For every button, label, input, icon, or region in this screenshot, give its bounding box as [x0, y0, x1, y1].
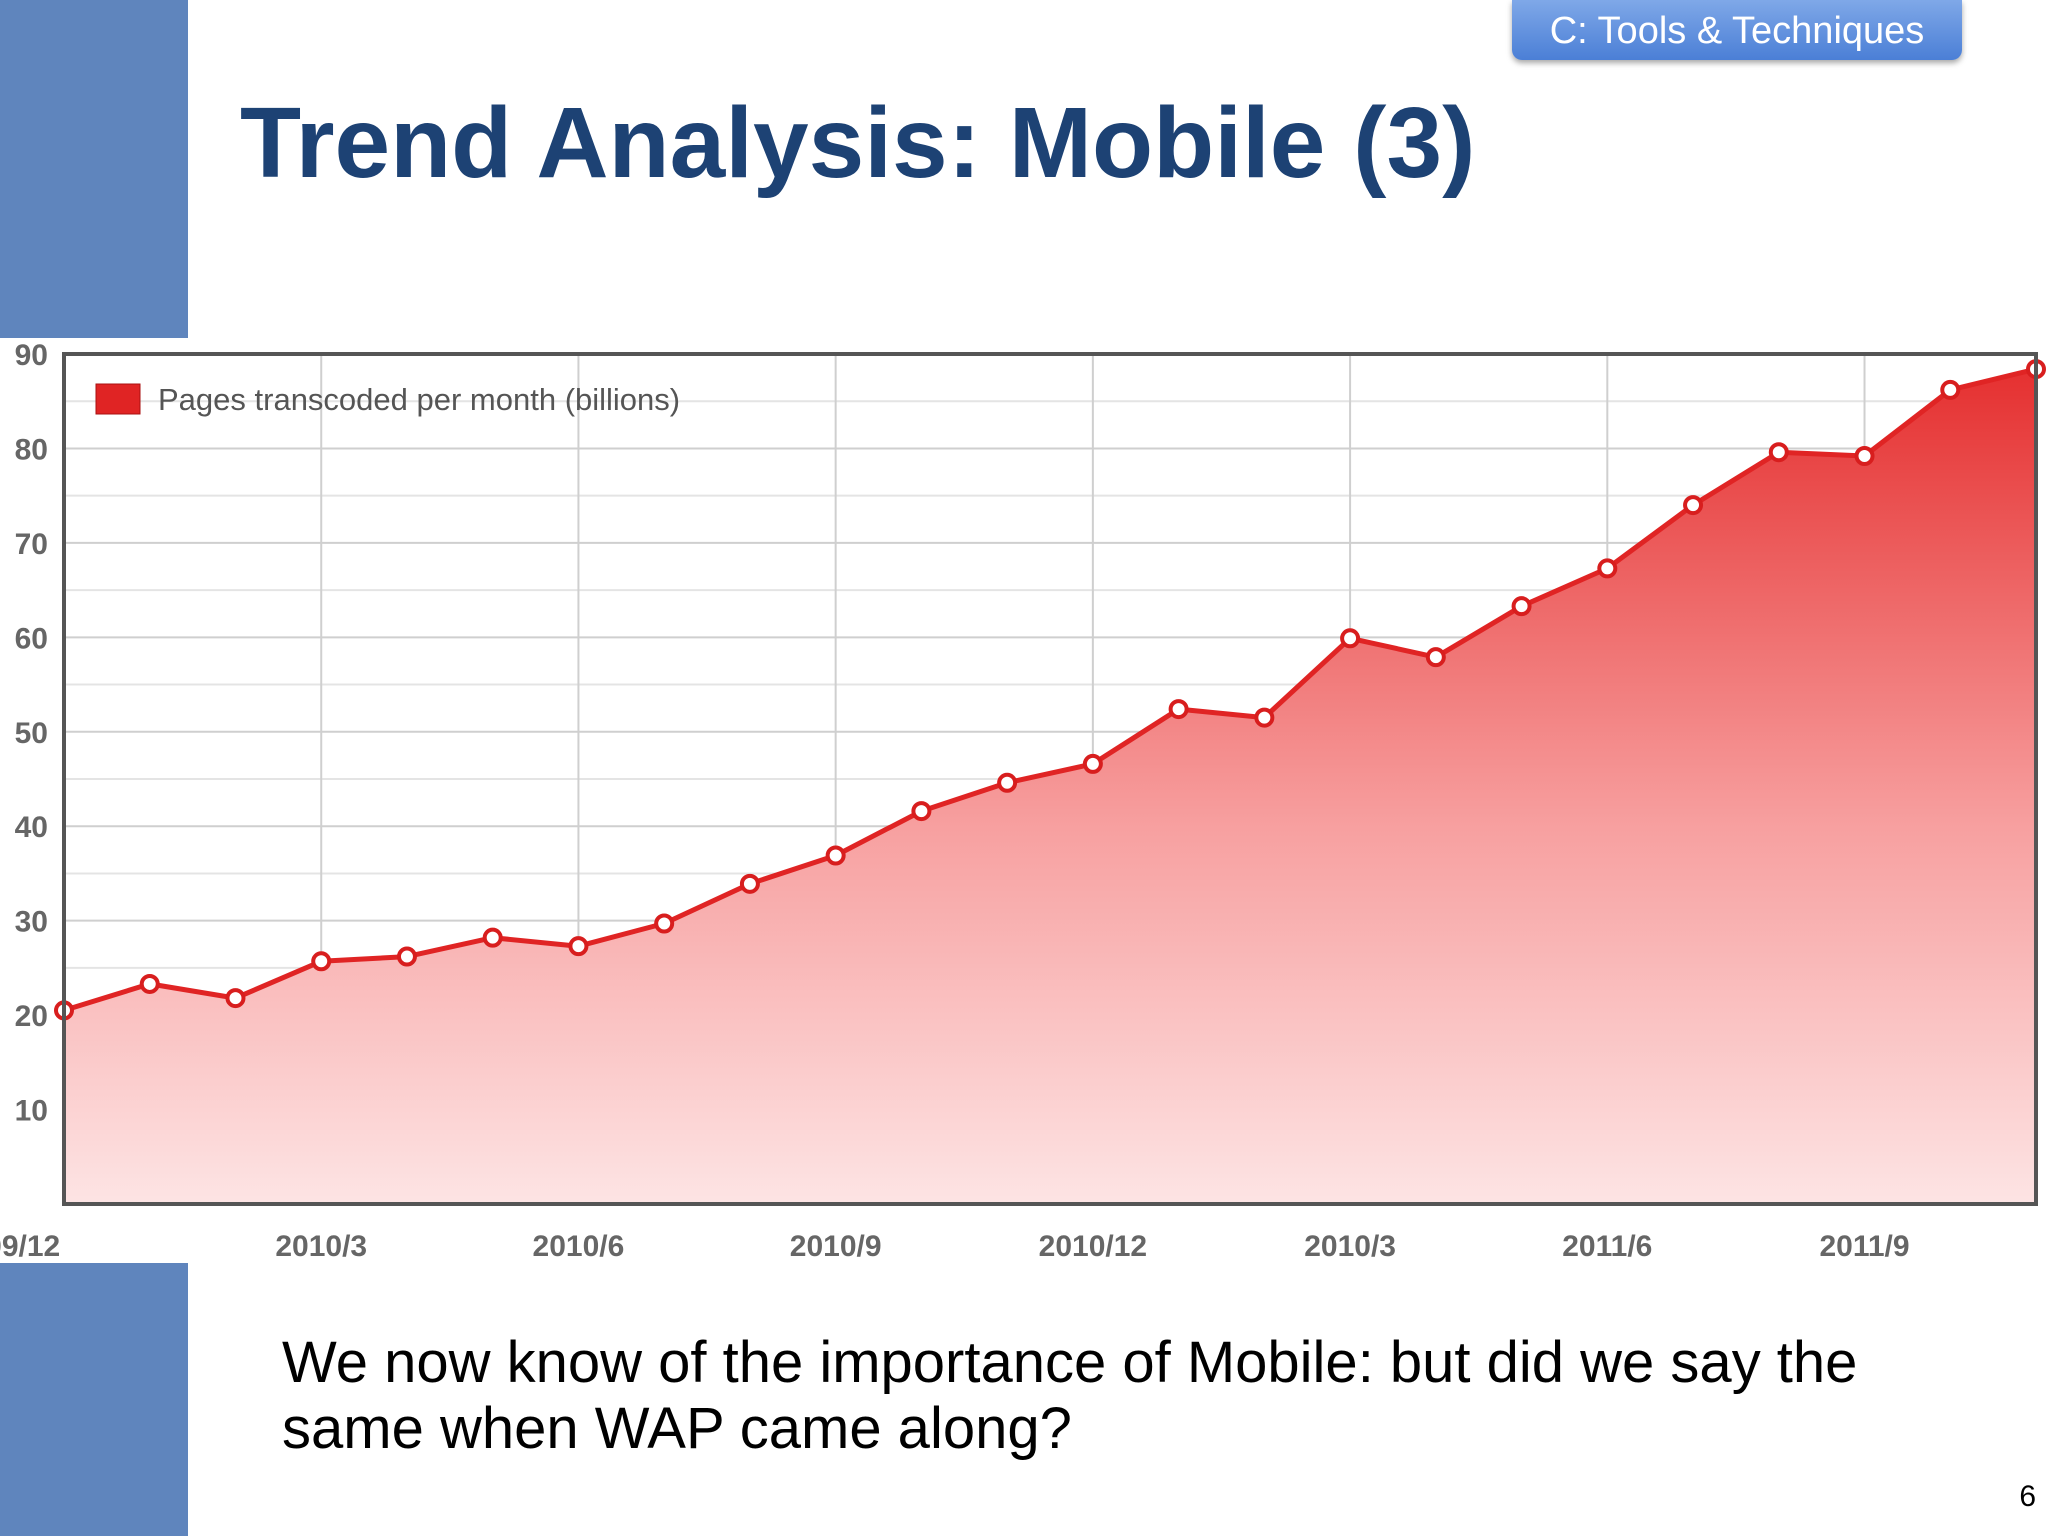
- y-tick-label: 90: [15, 339, 48, 372]
- series-line: [63, 366, 2037, 1013]
- data-point: [1854, 446, 1875, 466]
- y-tick-label: 30: [15, 906, 48, 939]
- data-point: [1082, 753, 1103, 774]
- data-point: [654, 913, 675, 934]
- y-tick-label: 10: [15, 1095, 48, 1128]
- chart-legend: Pages transcoded per month (billions): [95, 382, 680, 417]
- data-point: [739, 873, 760, 894]
- slide-title: Trend Analysis: Mobile (3): [240, 87, 1476, 199]
- data-point: [911, 801, 932, 822]
- x-tick-label: 2009/12: [0, 1230, 60, 1263]
- series-area: [64, 369, 2036, 1205]
- y-tick-label: 70: [15, 528, 48, 561]
- x-tick-label: 2010/3: [1304, 1230, 1396, 1263]
- data-point: [396, 946, 417, 967]
- data-point: [1168, 699, 1189, 720]
- x-tick-label: 2010/9: [790, 1230, 882, 1263]
- y-tick-label: 40: [15, 811, 48, 844]
- y-tick-label: 20: [15, 1000, 48, 1033]
- data-point: [1511, 596, 1532, 617]
- sidebar-block-bottom: [0, 1263, 188, 1536]
- series-points: [54, 359, 2046, 1021]
- plot-border: [62, 352, 2038, 1206]
- data-point: [1597, 558, 1618, 579]
- data-point: [482, 927, 503, 948]
- data-point: [139, 973, 160, 994]
- x-axis-ticks: 2009/12 2010/3 2010/6 2010/9 2010/12 2010/3 20…: [0, 1230, 1910, 1263]
- data-point: [1768, 442, 1789, 463]
- data-point: [1940, 379, 1961, 400]
- sidebar-block-top: [0, 0, 188, 338]
- legend-label: Pages transcoded per month (billions): [158, 382, 680, 417]
- y-axis-ticks: 10 20 30 40 50 60 70 80 90: [15, 339, 48, 1128]
- y-tick-label: 80: [15, 433, 48, 466]
- slide-caption: We now know of the importance of Mobile:…: [282, 1330, 1858, 1461]
- section-tag: C: Tools & Techniques: [1512, 0, 1962, 60]
- data-point: [1425, 647, 1446, 668]
- x-tick-label: 2010/12: [1039, 1230, 1147, 1263]
- y-tick-label: 60: [15, 622, 48, 655]
- data-point: [311, 951, 332, 972]
- x-tick-label: 2011/9: [1819, 1230, 1909, 1263]
- x-tick-label: 2011/6: [1562, 1230, 1652, 1263]
- data-point: [568, 936, 589, 957]
- page-number: 6: [2019, 1480, 2036, 1513]
- data-point: [1254, 707, 1275, 728]
- data-point: [1340, 628, 1361, 649]
- x-tick-label: 2010/6: [533, 1230, 625, 1263]
- legend-swatch: [95, 383, 141, 415]
- y-tick-label: 50: [15, 717, 48, 750]
- data-point: [997, 772, 1018, 793]
- x-tick-label: 2010/3: [275, 1230, 367, 1263]
- data-point: [1683, 495, 1704, 516]
- data-point: [225, 988, 246, 1009]
- data-point: [825, 845, 846, 866]
